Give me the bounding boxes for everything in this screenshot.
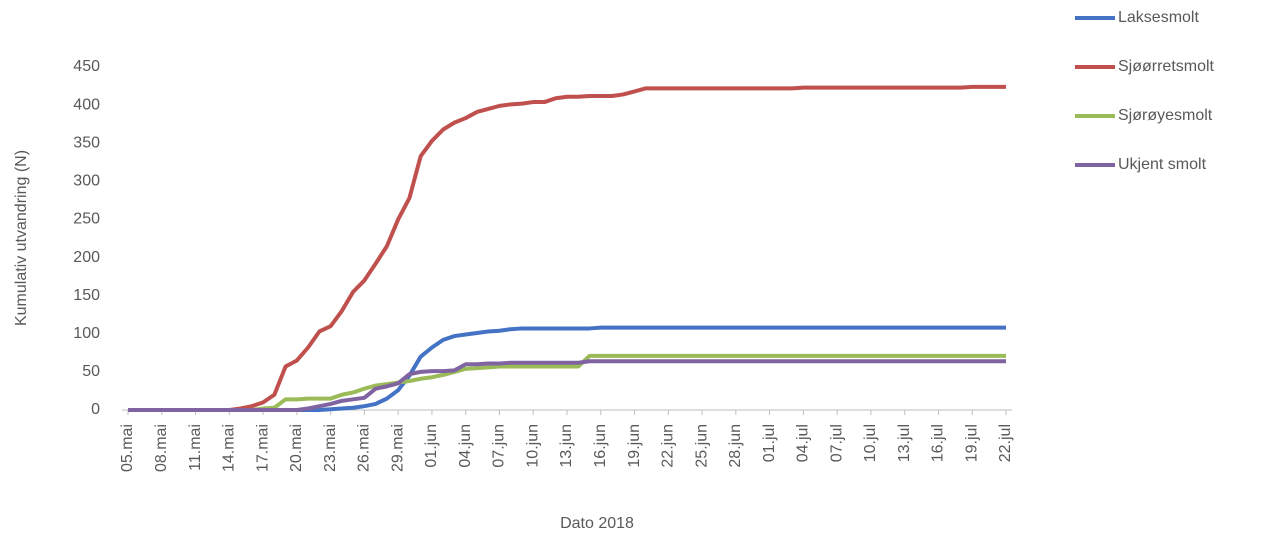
x-tick-label: 17.mai xyxy=(254,424,271,472)
x-tick-label: 16.jun xyxy=(592,424,609,468)
x-tick-label: 14.mai xyxy=(221,424,238,472)
x-tick-label: 08.mai xyxy=(153,424,170,472)
x-tick-label: 25.jun xyxy=(693,424,710,468)
legend-label: Ukjent smolt xyxy=(1118,156,1207,173)
y-tick-label: 350 xyxy=(73,134,100,151)
x-tick-label: 23.mai xyxy=(322,424,339,472)
y-axis-title: Kumulativ utvandring (N) xyxy=(13,150,30,326)
legend-label: Laksesmolt xyxy=(1118,9,1199,26)
y-tick-label: 450 xyxy=(73,58,100,75)
x-tick-label: 04.jun xyxy=(457,424,474,468)
x-tick-label: 13.jul xyxy=(896,424,913,462)
x-tick-label: 01.jul xyxy=(761,424,778,462)
x-tick-label: 10.jun xyxy=(524,424,541,468)
series-line xyxy=(128,84,1006,412)
legend-label: Sjøørretsmolt xyxy=(1118,58,1215,75)
series-line xyxy=(128,325,1006,412)
x-tick-label: 19.jun xyxy=(626,424,643,468)
x-tick-label: 01.jun xyxy=(423,424,440,468)
x-tick-label: 05.mai xyxy=(119,424,136,472)
x-tick-label: 29.mai xyxy=(389,424,406,472)
y-tick-label: 200 xyxy=(73,249,100,266)
x-tick-label: 20.mai xyxy=(288,424,305,472)
x-tick-label: 11.mai xyxy=(187,424,204,471)
y-tick-label: 0 xyxy=(91,401,100,418)
x-tick-label: 04.jul xyxy=(795,424,812,462)
x-axis-title: Dato 2018 xyxy=(560,515,634,532)
y-tick-label: 300 xyxy=(73,173,100,190)
series-line xyxy=(128,353,1006,412)
x-tick-label: 22.jul xyxy=(997,424,1014,462)
x-tick-label: 28.jun xyxy=(727,424,744,468)
x-tick-label: 22.jun xyxy=(660,424,677,468)
x-tick-label: 16.jul xyxy=(930,424,947,462)
legend-label: Sjørøyesmolt xyxy=(1118,107,1213,124)
y-tick-label: 50 xyxy=(82,363,100,380)
x-tick-label: 13.jun xyxy=(558,424,575,468)
x-tick-label: 07.jun xyxy=(491,424,508,468)
x-tick-label: 10.jul xyxy=(862,424,879,462)
x-tick-label: 07.jul xyxy=(828,424,845,462)
y-tick-label: 400 xyxy=(73,96,100,113)
x-tick-label: 26.mai xyxy=(356,424,373,472)
series-line xyxy=(128,359,1006,412)
x-tick-label: 19.jul xyxy=(963,424,980,462)
y-tick-label: 150 xyxy=(73,287,100,304)
y-tick-label: 100 xyxy=(73,325,100,342)
y-tick-label: 250 xyxy=(73,211,100,228)
